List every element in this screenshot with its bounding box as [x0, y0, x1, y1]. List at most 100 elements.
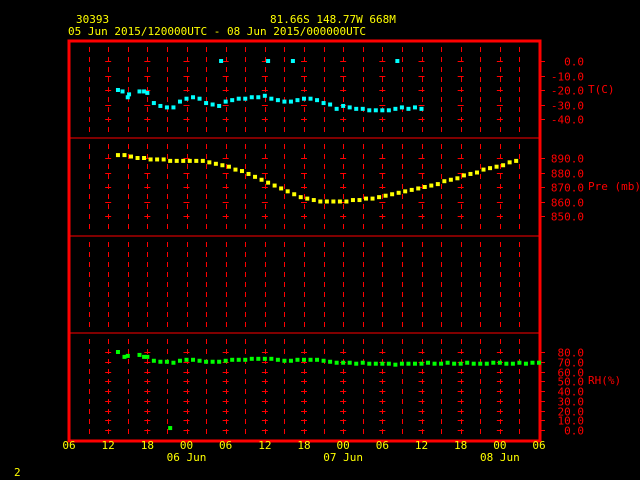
data-point: [191, 95, 196, 100]
data-point: [481, 167, 486, 172]
data-point: [341, 103, 346, 108]
data-point: [177, 358, 182, 363]
data-point: [367, 108, 372, 113]
y-tick-label: 880.0: [551, 168, 584, 181]
y-tick-label: 10.0: [558, 415, 585, 428]
y-tick-label: -40.0: [551, 114, 584, 127]
data-point: [125, 353, 130, 358]
data-point: [406, 361, 411, 366]
y-tick-label: 870.0: [551, 182, 584, 195]
station-location: 81.66S 148.77W 668M: [270, 13, 396, 26]
data-point: [249, 95, 254, 100]
x-tick-label: 06: [376, 439, 389, 452]
x-tick-label: 18: [141, 439, 154, 452]
data-point: [272, 183, 277, 188]
data-point: [452, 361, 457, 366]
data-points: [115, 59, 541, 431]
data-point: [465, 360, 470, 365]
data-point: [285, 189, 290, 194]
data-point: [461, 173, 466, 178]
data-point: [142, 156, 147, 160]
data-point: [406, 106, 411, 111]
panel-label: T(C): [588, 83, 615, 96]
data-point: [230, 98, 235, 103]
data-point: [120, 89, 125, 94]
data-point: [308, 96, 313, 101]
data-point: [501, 163, 506, 168]
data-point: [282, 358, 287, 363]
data-point: [507, 160, 512, 165]
data-point: [517, 360, 522, 365]
data-point: [334, 360, 339, 365]
data-point: [395, 59, 400, 63]
vertical-grid: [89, 47, 520, 437]
data-point: [315, 98, 320, 103]
panel-label: RH(%): [588, 374, 621, 387]
data-point: [360, 106, 365, 111]
data-point: [302, 96, 306, 101]
data-point: [393, 106, 398, 111]
data-point: [396, 190, 401, 195]
y-axis-ticks: 0.0 -10.0-20.0 -30.0-40.0 T(C) 890.0 880.0870…: [540, 56, 640, 438]
data-point: [168, 158, 173, 163]
data-point: [259, 177, 264, 182]
data-point: [484, 361, 489, 366]
data-point: [164, 105, 169, 110]
data-point: [151, 101, 156, 106]
data-point: [275, 357, 280, 362]
data-point: [412, 361, 417, 366]
data-point: [266, 180, 271, 185]
data-point: [318, 199, 323, 204]
data-point: [230, 357, 235, 362]
data-point: [393, 362, 398, 367]
data-point: [305, 196, 310, 201]
data-point: [148, 157, 153, 162]
data-point: [357, 198, 362, 203]
data-point: [422, 185, 427, 189]
data-point: [491, 360, 496, 365]
data-point: [256, 95, 261, 100]
data-point: [523, 361, 528, 366]
data-point: [262, 356, 267, 361]
station-id: 30393: [76, 13, 109, 26]
data-point: [409, 187, 414, 192]
data-point: [115, 153, 120, 158]
data-point: [383, 193, 388, 198]
data-point: [161, 157, 166, 162]
y-tick-label: -20.0: [551, 85, 584, 98]
data-point: [122, 153, 127, 158]
data-point: [324, 199, 329, 204]
data-point: [197, 96, 202, 101]
data-point: [537, 360, 541, 365]
y-tick-label: 860.0: [551, 197, 584, 210]
data-point: [239, 169, 244, 174]
data-point: [184, 96, 189, 101]
data-point: [347, 105, 352, 110]
data-point: [204, 359, 209, 364]
data-point: [288, 358, 293, 363]
data-point: [210, 359, 215, 364]
data-point: [416, 186, 421, 191]
data-point: [435, 182, 440, 187]
data-point: [269, 96, 274, 101]
data-point: [151, 358, 156, 363]
data-point: [442, 179, 447, 184]
data-point: [403, 189, 408, 194]
y-tick-label: 30.0: [558, 396, 585, 409]
data-point: [187, 158, 192, 163]
data-point: [380, 108, 385, 113]
data-point: [243, 96, 248, 101]
x-tick-label: 18: [297, 439, 310, 452]
y-tick-label: 890.0: [551, 153, 584, 166]
page-number: 2: [14, 466, 21, 479]
data-point: [213, 161, 218, 166]
data-point: [125, 95, 130, 100]
data-point: [494, 164, 499, 169]
data-point: [497, 360, 502, 365]
data-point: [344, 199, 349, 204]
data-point: [246, 171, 251, 176]
data-point: [377, 195, 382, 200]
data-point: [158, 359, 163, 364]
data-point: [145, 354, 150, 359]
